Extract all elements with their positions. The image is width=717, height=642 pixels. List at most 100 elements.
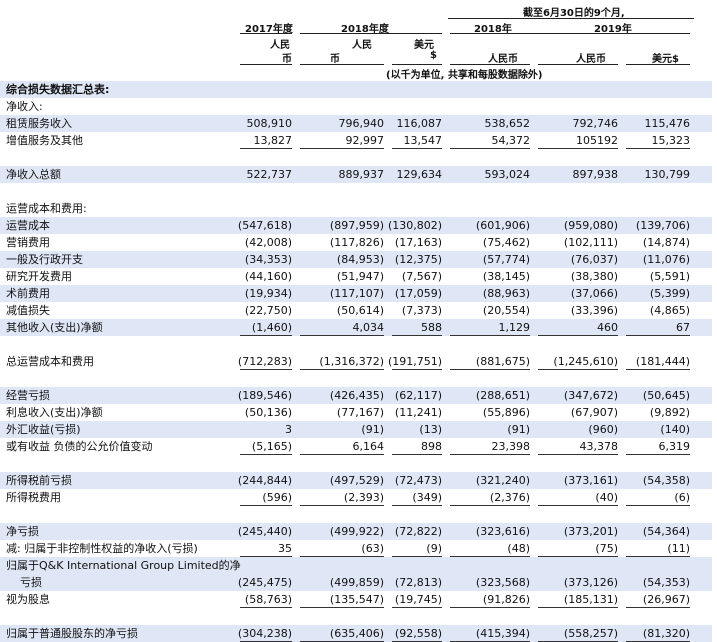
row-value-col-5 [622, 149, 690, 166]
row-value-col-3 [446, 149, 530, 166]
cell-underline [392, 148, 442, 149]
row-value-col-5: (54,358) [642, 474, 690, 487]
row-value-col-4: (373,126) [563, 576, 618, 589]
row-value-col-5 [622, 98, 690, 115]
row-label: 外汇收益(亏损) [6, 423, 81, 436]
row-value-col-5: 130,799 [644, 168, 691, 181]
row-label: 所得税费用 [6, 491, 61, 504]
year-rule-9m [450, 33, 690, 34]
row-value-col-3: (88,963) [482, 287, 530, 300]
cell-underline [626, 607, 690, 608]
cell-underline [392, 369, 442, 370]
year-2018-full: 2018年度 [341, 24, 389, 35]
row-value-col-3: 23,398 [491, 440, 531, 453]
year-rule-2017 [240, 33, 292, 34]
row-value-col-1: (499,922) [329, 525, 384, 538]
currency-header-3: 人民币 [488, 54, 518, 65]
row-value-col-3: (323,616) [475, 525, 530, 538]
table-row: 研究开发费用 (44,160) (51,947) (7,567) (38,145) (38… [0, 268, 712, 285]
table-spacer-row [0, 183, 712, 200]
row-value-col-5: 6,319 [658, 440, 691, 453]
row-value-col-4: (959,080) [563, 219, 618, 232]
row-label: 营销费用 [6, 236, 50, 249]
row-value-col-3 [446, 200, 530, 217]
row-value-col-1: 4,034 [352, 321, 385, 334]
row-value-col-2: (19,745) [394, 593, 442, 606]
row-value-col-1: (50,614) [336, 304, 384, 317]
cell-underline [240, 556, 292, 557]
row-value-col-1: (77,167) [336, 406, 384, 419]
row-value-col-1: (497,529) [329, 474, 384, 487]
cell-underline [450, 505, 530, 506]
row-value-col-4 [534, 506, 618, 523]
table-spacer-row [0, 608, 712, 625]
row-label: 运营成本和费用: [6, 202, 87, 215]
row-value-col-4: (1,245,610) [553, 355, 618, 368]
row-value-col-1: 796,940 [338, 117, 385, 130]
row-label: 综合损失数据汇总表: [6, 83, 110, 96]
row-value-col-5 [622, 200, 690, 217]
cell-underline [300, 505, 384, 506]
row-value-col-0 [236, 370, 292, 387]
row-value-col-5: 115,476 [644, 117, 691, 130]
row-value-col-3: (91) [507, 423, 530, 436]
row-value-col-2 [388, 506, 442, 523]
row-value-col-2: (72,473) [394, 474, 442, 487]
row-value-col-4 [534, 200, 618, 217]
row-label: 视为股息 [6, 593, 50, 606]
row-value-col-5: (181,444) [635, 355, 690, 368]
row-value-col-3: (57,774) [482, 253, 530, 266]
table-row: 所得税费用 (596) (2,393) (349) (2,376) (40) (6) [0, 489, 712, 506]
table-row: 外汇收益(亏损) 3 (91) (13) (91) (960) (140) [0, 421, 712, 438]
row-value-col-3: (321,240) [475, 474, 530, 487]
cell-underline [392, 335, 442, 336]
row-value-col-3: 54,372 [491, 134, 531, 147]
row-value-col-2: (11,241) [394, 406, 442, 419]
row-value-col-5: (140) [660, 423, 690, 436]
cell-underline [538, 148, 618, 149]
table-row: 净收入: [0, 98, 712, 115]
row-value-col-2: (62,117) [394, 389, 442, 402]
row-label: 净亏损 [6, 525, 39, 538]
row-value-col-3: (288,651) [475, 389, 530, 402]
row-value-col-4 [534, 370, 618, 387]
row-value-col-4: 792,746 [572, 117, 619, 130]
row-value-col-4: (347,672) [563, 389, 618, 402]
row-value-col-4 [534, 608, 618, 625]
cell-underline [300, 369, 384, 370]
row-value-col-1: 889,937 [338, 168, 385, 181]
row-value-col-2 [388, 183, 442, 200]
row-value-col-5: (54,353) [642, 576, 690, 589]
row-value-col-0: 3 [285, 423, 292, 436]
row-value-col-4 [534, 183, 618, 200]
row-label: 净收入: [6, 100, 43, 113]
row-value-col-4: 897,938 [572, 168, 619, 181]
cell-underline [240, 369, 292, 370]
row-value-col-5: (11) [667, 542, 690, 555]
row-value-col-0: (189,546) [237, 389, 292, 402]
row-value-col-3: 593,024 [484, 168, 531, 181]
row-value-col-1 [296, 557, 384, 574]
currency-rule-4 [538, 64, 618, 65]
cell-underline [300, 148, 384, 149]
cell-underline [392, 556, 442, 557]
row-value-col-1 [296, 455, 384, 472]
row-value-col-0 [236, 81, 292, 98]
row-value-col-0: (1,460) [251, 321, 292, 334]
row-value-col-1: (135,547) [329, 593, 384, 606]
cell-underline [240, 505, 292, 506]
row-value-col-2: (191,751) [388, 355, 443, 368]
row-value-col-0: (5,165) [251, 440, 292, 453]
row-label: 一般及行政开支 [6, 253, 83, 266]
cell-underline [538, 454, 618, 455]
row-value-col-0: (712,283) [237, 355, 292, 368]
table-row: 一般及行政开支 (34,353) (84,953) (12,375) (57,774) (… [0, 251, 712, 268]
row-value-col-2: (92,558) [394, 627, 442, 640]
row-value-col-5 [622, 506, 690, 523]
row-value-col-3 [446, 81, 530, 98]
table-spacer-row [0, 455, 712, 472]
row-value-col-1: (51,947) [336, 270, 384, 283]
table-row: 经营亏损 (189,546) (426,435) (62,117) (288,651) (… [0, 387, 712, 404]
currency-rule-1 [300, 64, 384, 65]
row-value-col-2: 129,634 [396, 168, 443, 181]
